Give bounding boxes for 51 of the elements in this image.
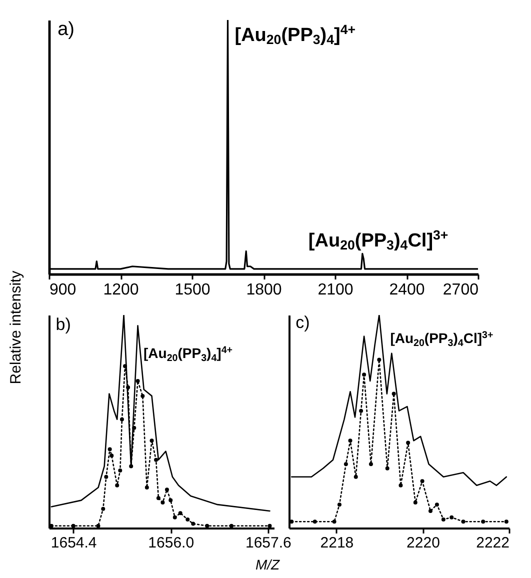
x-tick-label: 1800 [246,282,282,298]
point [126,385,130,390]
annotation: c) [296,313,310,332]
x-tick-label: 1654.4 [50,534,97,552]
point [156,496,160,500]
x-tick-label: 2400 [389,282,425,298]
point [186,517,190,522]
x-tick-label: 2218 [320,534,354,552]
point [118,468,122,472]
point [104,474,108,479]
annotation: b) [56,315,71,334]
point [160,500,165,504]
annotation: [Au$_{20}$(PP$_{3}$)$_{4}$]$^{4+}$ [234,22,356,48]
point [115,483,120,488]
point [150,438,154,443]
point [164,488,169,492]
point [144,486,149,490]
point [101,506,106,511]
x-tick-label: 1656.0 [148,534,194,552]
point [123,364,128,368]
x-tick-label: 1657.6 [245,534,292,552]
annotation: [Au$_{20}$(PP$_{3}$)$_{4}$Cl]$^{3+}$ [390,330,494,349]
point [140,394,145,398]
x-axis-title: M/Z [255,556,280,572]
x-tick-label: 2700 [442,282,479,298]
x-tick-label: 2100 [318,282,354,298]
y-axis-title: Relative intensity [8,270,24,384]
point [129,464,134,468]
x-tick-label: 2222 [476,534,510,552]
point [205,524,210,528]
x-tick-label: 1500 [174,282,210,298]
annotation: [Au$_{20}$(PP$_{3}$)$_{4}$Cl]$^{3+}$ [308,228,448,253]
point [96,524,100,528]
point [172,515,177,520]
annotation: a) [58,19,74,40]
point [178,511,182,516]
point [132,426,136,430]
annotation: [Au$_{20}$(PP$_{3}$)$_{4}$]$^{4+}$ [144,344,233,364]
point [120,417,124,422]
point [136,379,140,384]
point [154,458,158,462]
point [108,447,112,452]
x-tick-label: 2220 [406,534,440,552]
point [268,524,272,528]
point [110,454,114,458]
point [168,498,173,502]
point [229,524,234,528]
point [191,522,196,526]
point [71,524,76,528]
x-tick-label: 1200 [103,282,139,298]
x-tick-label: 900 [50,282,76,298]
